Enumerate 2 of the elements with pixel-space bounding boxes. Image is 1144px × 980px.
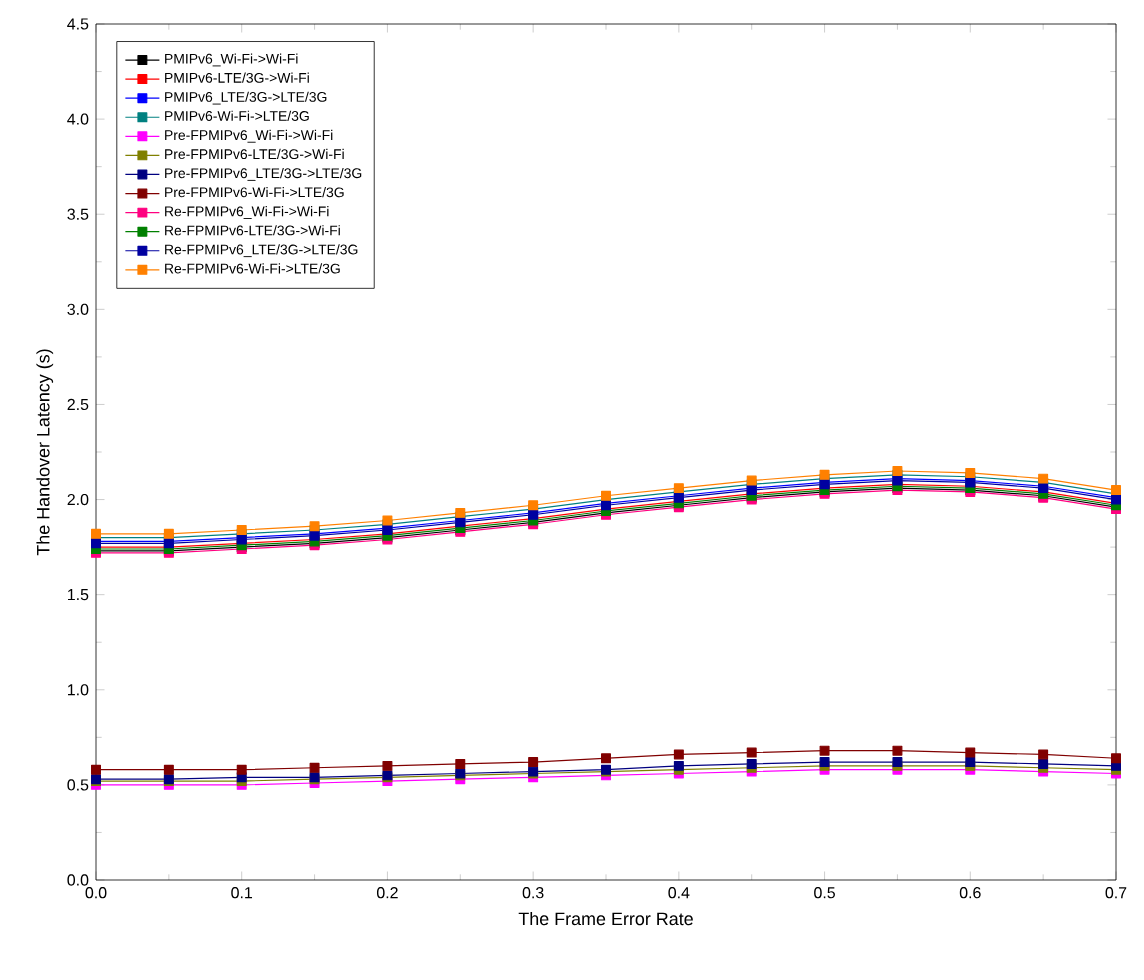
x-axis-title: The Frame Error Rate bbox=[518, 912, 693, 926]
y-axis-title: The Handover Latency (s) bbox=[36, 349, 54, 556]
